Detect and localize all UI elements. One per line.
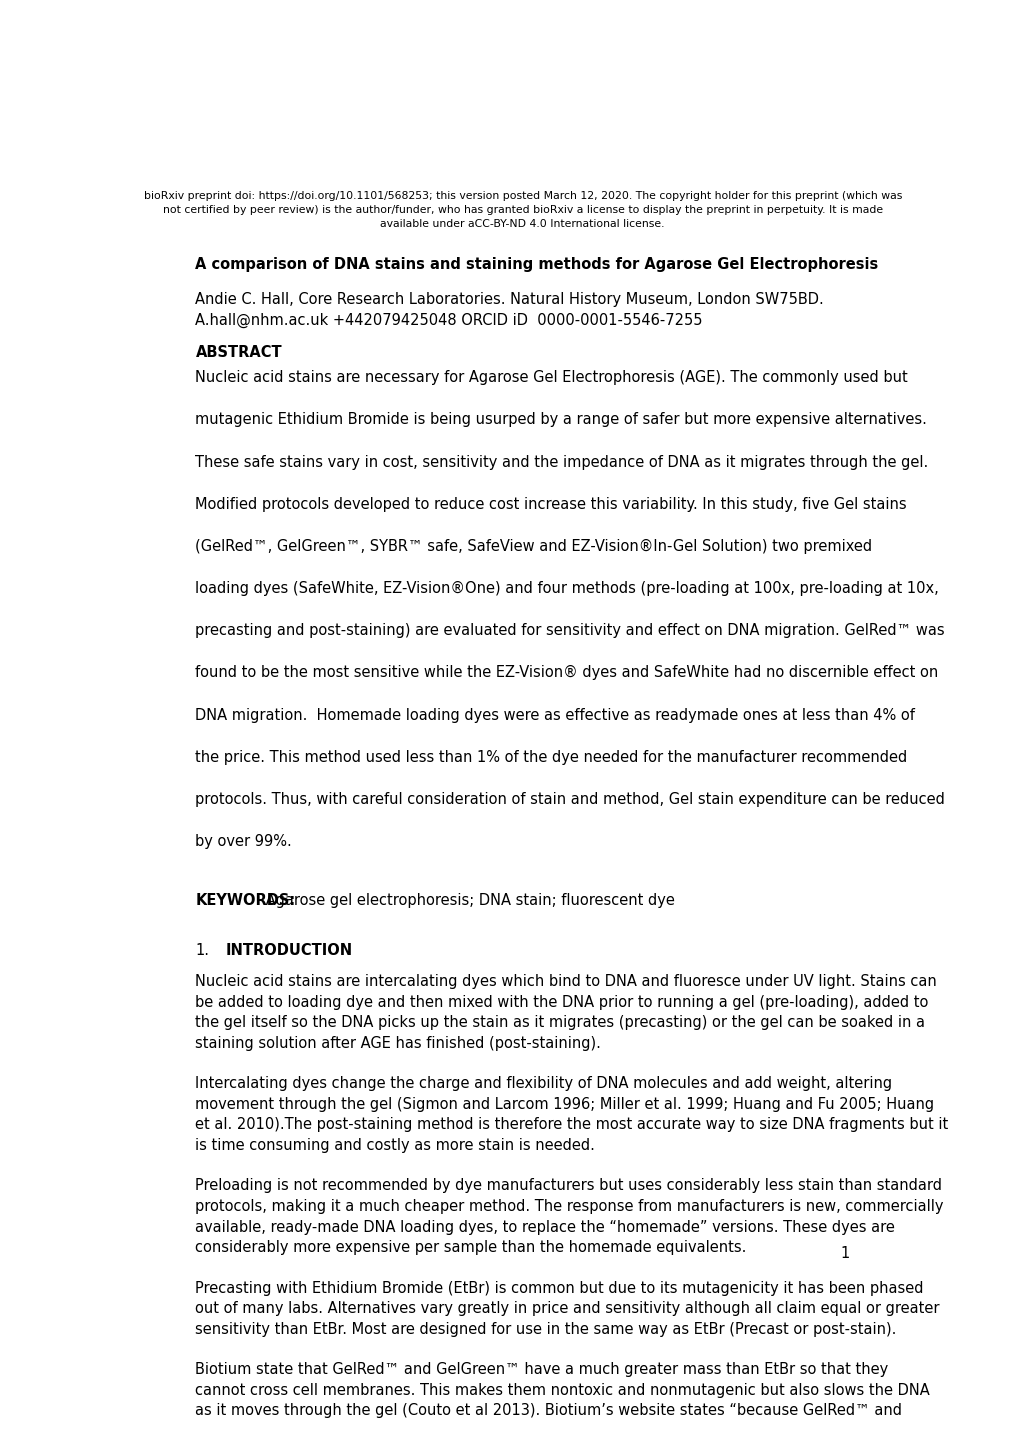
Text: et al. 2010).The post-staining method is therefore the most accurate way to size: et al. 2010).The post-staining method is… <box>196 1118 948 1132</box>
Text: staining solution after AGE has finished (post-staining).: staining solution after AGE has finished… <box>196 1035 601 1051</box>
Text: out of many labs. Alternatives vary greatly in price and sensitivity although al: out of many labs. Alternatives vary grea… <box>196 1301 940 1317</box>
Text: protocols. Thus, with careful consideration of stain and method, Gel stain expen: protocols. Thus, with careful considerat… <box>196 792 945 808</box>
Text: found to be the most sensitive while the EZ-Vision® dyes and SafeWhite had no di: found to be the most sensitive while the… <box>196 665 937 681</box>
Text: be added to loading dye and then mixed with the DNA prior to running a gel (pre-: be added to loading dye and then mixed w… <box>196 995 928 1009</box>
Text: Nucleic acid stains are necessary for Agarose Gel Electrophoresis (AGE). The com: Nucleic acid stains are necessary for Ag… <box>196 371 907 385</box>
Text: Biotium state that GelRed™ and GelGreen™ have a much greater mass than EtBr so t: Biotium state that GelRed™ and GelGreen™… <box>196 1363 888 1377</box>
Text: precasting and post-staining) are evaluated for sensitivity and effect on DNA mi: precasting and post-staining) are evalua… <box>196 623 945 639</box>
Text: Modified protocols developed to reduce cost increase this variability. In this s: Modified protocols developed to reduce c… <box>196 496 906 512</box>
Text: Nucleic acid stains are intercalating dyes which bind to DNA and fluoresce under: Nucleic acid stains are intercalating dy… <box>196 975 936 989</box>
Text: A.hall@nhm.ac.uk +442079425048 ORCID iD  0000-0001-5546-7255: A.hall@nhm.ac.uk +442079425048 ORCID iD … <box>196 313 702 327</box>
Text: (GelRed™, GelGreen™, SYBR™ safe, SafeView and EZ-Vision®In-Gel Solution) two pre: (GelRed™, GelGreen™, SYBR™ safe, SafeVie… <box>196 539 871 554</box>
Text: cannot cross cell membranes. This makes them nontoxic and nonmutagenic but also : cannot cross cell membranes. This makes … <box>196 1383 929 1397</box>
Text: 1.: 1. <box>196 943 209 957</box>
Text: available under aCC-BY-ND 4.0 International license.: available under aCC-BY-ND 4.0 Internatio… <box>380 219 664 229</box>
Text: protocols, making it a much cheaper method. The response from manufacturers is n: protocols, making it a much cheaper meth… <box>196 1198 943 1214</box>
Text: Precasting with Ethidium Bromide (EtBr) is common but due to its mutagenicity it: Precasting with Ethidium Bromide (EtBr) … <box>196 1280 923 1295</box>
Text: by over 99%.: by over 99%. <box>196 835 292 849</box>
Text: 1: 1 <box>840 1246 849 1262</box>
Text: Preloading is not recommended by dye manufacturers but uses considerably less st: Preloading is not recommended by dye man… <box>196 1178 942 1194</box>
Text: KEYWORDS:: KEYWORDS: <box>196 893 296 908</box>
Text: bioRxiv preprint doi: https://doi.org/10.1101/568253; this version posted March : bioRxiv preprint doi: https://doi.org/10… <box>144 190 901 200</box>
Text: is time consuming and costly as more stain is needed.: is time consuming and costly as more sta… <box>196 1138 595 1154</box>
Text: the gel itself so the DNA picks up the stain as it migrates (precasting) or the : the gel itself so the DNA picks up the s… <box>196 1015 924 1030</box>
Text: sensitivity than EtBr. Most are designed for use in the same way as EtBr (Precas: sensitivity than EtBr. Most are designed… <box>196 1322 896 1337</box>
Text: Agarose gel electrophoresis; DNA stain; fluorescent dye: Agarose gel electrophoresis; DNA stain; … <box>261 893 675 908</box>
Text: INTRODUCTION: INTRODUCTION <box>225 943 353 957</box>
Text: These safe stains vary in cost, sensitivity and the impedance of DNA as it migra: These safe stains vary in cost, sensitiv… <box>196 454 928 470</box>
Text: not certified by peer review) is the author/funder, who has granted bioRxiv a li: not certified by peer review) is the aut… <box>162 205 882 215</box>
Text: the price. This method used less than 1% of the dye needed for the manufacturer : the price. This method used less than 1%… <box>196 750 907 764</box>
Text: available, ready-made DNA loading dyes, to replace the “homemade” versions. Thes: available, ready-made DNA loading dyes, … <box>196 1220 895 1234</box>
Text: movement through the gel (Sigmon and Larcom 1996; Miller et al. 1999; Huang and : movement through the gel (Sigmon and Lar… <box>196 1097 933 1112</box>
Text: ABSTRACT: ABSTRACT <box>196 345 282 360</box>
Text: considerably more expensive per sample than the homemade equivalents.: considerably more expensive per sample t… <box>196 1240 746 1255</box>
Text: DNA migration.  Homemade loading dyes were as effective as readymade ones at les: DNA migration. Homemade loading dyes wer… <box>196 708 914 722</box>
Text: Intercalating dyes change the charge and flexibility of DNA molecules and add we: Intercalating dyes change the charge and… <box>196 1076 892 1092</box>
Text: mutagenic Ethidium Bromide is being usurped by a range of safer but more expensi: mutagenic Ethidium Bromide is being usur… <box>196 412 926 427</box>
Text: as it moves through the gel (Couto et al 2013). Biotium’s website states “becaus: as it moves through the gel (Couto et al… <box>196 1403 902 1419</box>
Text: Andie C. Hall, Core Research Laboratories. Natural History Museum, London SW75BD: Andie C. Hall, Core Research Laboratorie… <box>196 291 823 307</box>
Text: A comparison of DNA stains and staining methods for Agarose Gel Electrophoresis: A comparison of DNA stains and staining … <box>196 258 878 273</box>
Text: loading dyes (SafeWhite, EZ-Vision®One) and four methods (pre-loading at 100x, p: loading dyes (SafeWhite, EZ-Vision®One) … <box>196 581 938 596</box>
